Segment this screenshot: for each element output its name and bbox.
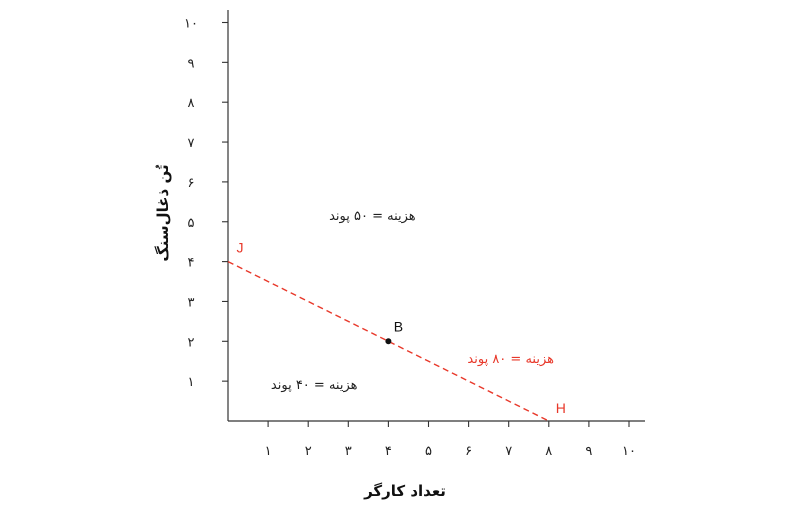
- cost-annotation: هزینه = ۸۰ پوند: [467, 352, 554, 367]
- y-axis-title: تُن ذغال‌سنگ: [154, 164, 172, 261]
- y-tick-label: ۵: [188, 216, 195, 231]
- cost-annotation: هزینه = ۴۰ پوند: [271, 378, 358, 393]
- y-tick-label: ۱: [188, 375, 195, 390]
- y-tick-label: ۷: [188, 136, 195, 151]
- x-tick-label: ۷: [505, 444, 512, 459]
- x-tick-label: ۲: [305, 444, 312, 459]
- y-ticks: ۱ ۲ ۳ ۴ ۵ ۶ ۷ ۸ ۹ ۱۰: [184, 17, 228, 390]
- x-tick-label: ۹: [585, 444, 592, 459]
- x-tick-label: ۸: [545, 444, 552, 459]
- x-tick-label: ۵: [425, 444, 432, 459]
- x-tick-label: ۴: [385, 444, 392, 459]
- x-tick-label: ۱: [265, 444, 272, 459]
- annotations: هزینه = ۵۰ پوند هزینه = ۸۰ پوند هزینه = ۴۰…: [271, 209, 554, 393]
- x-tick-label: ۱۰: [622, 444, 636, 459]
- y-tick-label: ۱۰: [184, 17, 198, 32]
- cost-annotation: هزینه = ۵۰ پوند: [329, 209, 416, 224]
- point-marker: [385, 338, 392, 345]
- y-tick-label: ۲: [188, 335, 195, 350]
- y-tick-label: ۸: [188, 96, 195, 111]
- y-tick-label: ۴: [188, 256, 195, 271]
- y-tick-label: ۹: [188, 56, 195, 71]
- y-tick-label: ۳: [188, 295, 195, 310]
- point-label: B: [394, 318, 403, 334]
- x-tick-label: ۶: [465, 444, 472, 459]
- point-label: J: [237, 240, 244, 256]
- x-tick-label: ۳: [345, 444, 352, 459]
- axes: [227, 10, 645, 422]
- point-label: H: [556, 400, 566, 416]
- y-tick-label: ۶: [188, 176, 195, 191]
- x-ticks: ۱ ۲ ۳ ۴ ۵ ۶ ۷ ۸ ۹ ۱۰: [265, 421, 636, 459]
- points: J B H: [237, 240, 566, 416]
- x-axis-title: تعداد کارگر: [363, 482, 446, 500]
